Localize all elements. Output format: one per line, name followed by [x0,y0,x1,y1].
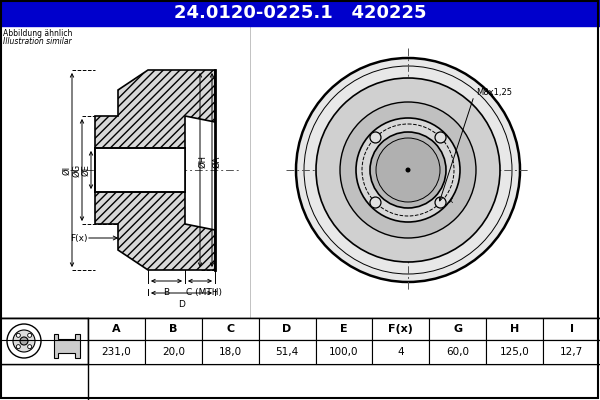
Text: 100,0: 100,0 [329,347,359,357]
Text: 51,4: 51,4 [275,347,299,357]
Circle shape [13,330,35,352]
Text: 231,0: 231,0 [101,347,131,357]
Text: C: C [226,324,234,334]
Text: Ø80: Ø80 [412,170,429,180]
Text: M8x1,25: M8x1,25 [476,88,512,96]
Bar [202,340,259,364]
Text: 4: 4 [398,347,404,357]
Bar [259,340,316,364]
Text: D: D [178,300,185,309]
Text: 60,0: 60,0 [446,347,469,357]
Bar [0,318,88,364]
Text: A: A [112,324,121,334]
Text: F(x): F(x) [388,324,413,334]
Circle shape [340,102,476,238]
Text: C (MTH): C (MTH) [186,288,222,297]
Text: Abbildung ähnlich: Abbildung ähnlich [3,29,73,38]
Circle shape [316,78,500,262]
Polygon shape [95,70,215,270]
Text: 24.0120-0225.1   420225: 24.0120-0225.1 420225 [174,4,426,22]
Circle shape [7,324,41,358]
Text: 18,0: 18,0 [218,347,242,357]
Text: H: H [510,324,519,334]
Text: B: B [169,324,178,334]
Text: 125,0: 125,0 [500,347,530,357]
Bar [543,340,600,364]
Bar [202,318,259,340]
Text: ØI: ØI [62,166,71,174]
Text: 2x: 2x [445,196,454,205]
Text: Illustration similar: Illustration similar [3,37,71,46]
Bar [316,318,373,340]
Bar [88,340,145,364]
Circle shape [370,197,381,208]
Bar [145,340,202,364]
Circle shape [304,66,512,274]
Text: F(x): F(x) [70,234,88,242]
Bar [0,318,600,364]
Bar [316,340,373,364]
Circle shape [20,337,28,345]
Bar [0,0,600,26]
Text: ØA: ØA [212,156,221,168]
Bar [486,318,543,340]
Text: I: I [569,324,574,334]
Bar [95,148,185,192]
Text: B: B [163,288,170,297]
Bar [145,318,202,340]
Bar [430,340,486,364]
Polygon shape [54,334,80,358]
Text: G: G [453,324,463,334]
Bar [430,318,486,340]
Text: ØG: ØG [73,164,82,176]
Bar [373,318,430,340]
Text: ØE: ØE [82,164,91,176]
Bar [543,318,600,340]
Circle shape [406,168,410,172]
Circle shape [435,132,446,143]
Circle shape [296,58,520,282]
Text: D: D [283,324,292,334]
Bar [486,340,543,364]
Circle shape [435,197,446,208]
Text: 20,0: 20,0 [162,347,185,357]
Circle shape [370,132,381,143]
Text: 12,7: 12,7 [560,347,583,357]
Circle shape [356,118,460,222]
Text: ØH: ØH [199,156,208,168]
Circle shape [376,138,440,202]
Text: E: E [340,324,348,334]
Bar [373,340,430,364]
Circle shape [16,345,20,349]
Circle shape [28,345,32,349]
Circle shape [370,132,446,208]
Circle shape [16,333,20,337]
Bar [88,318,145,340]
Bar [259,318,316,340]
Circle shape [28,333,32,337]
